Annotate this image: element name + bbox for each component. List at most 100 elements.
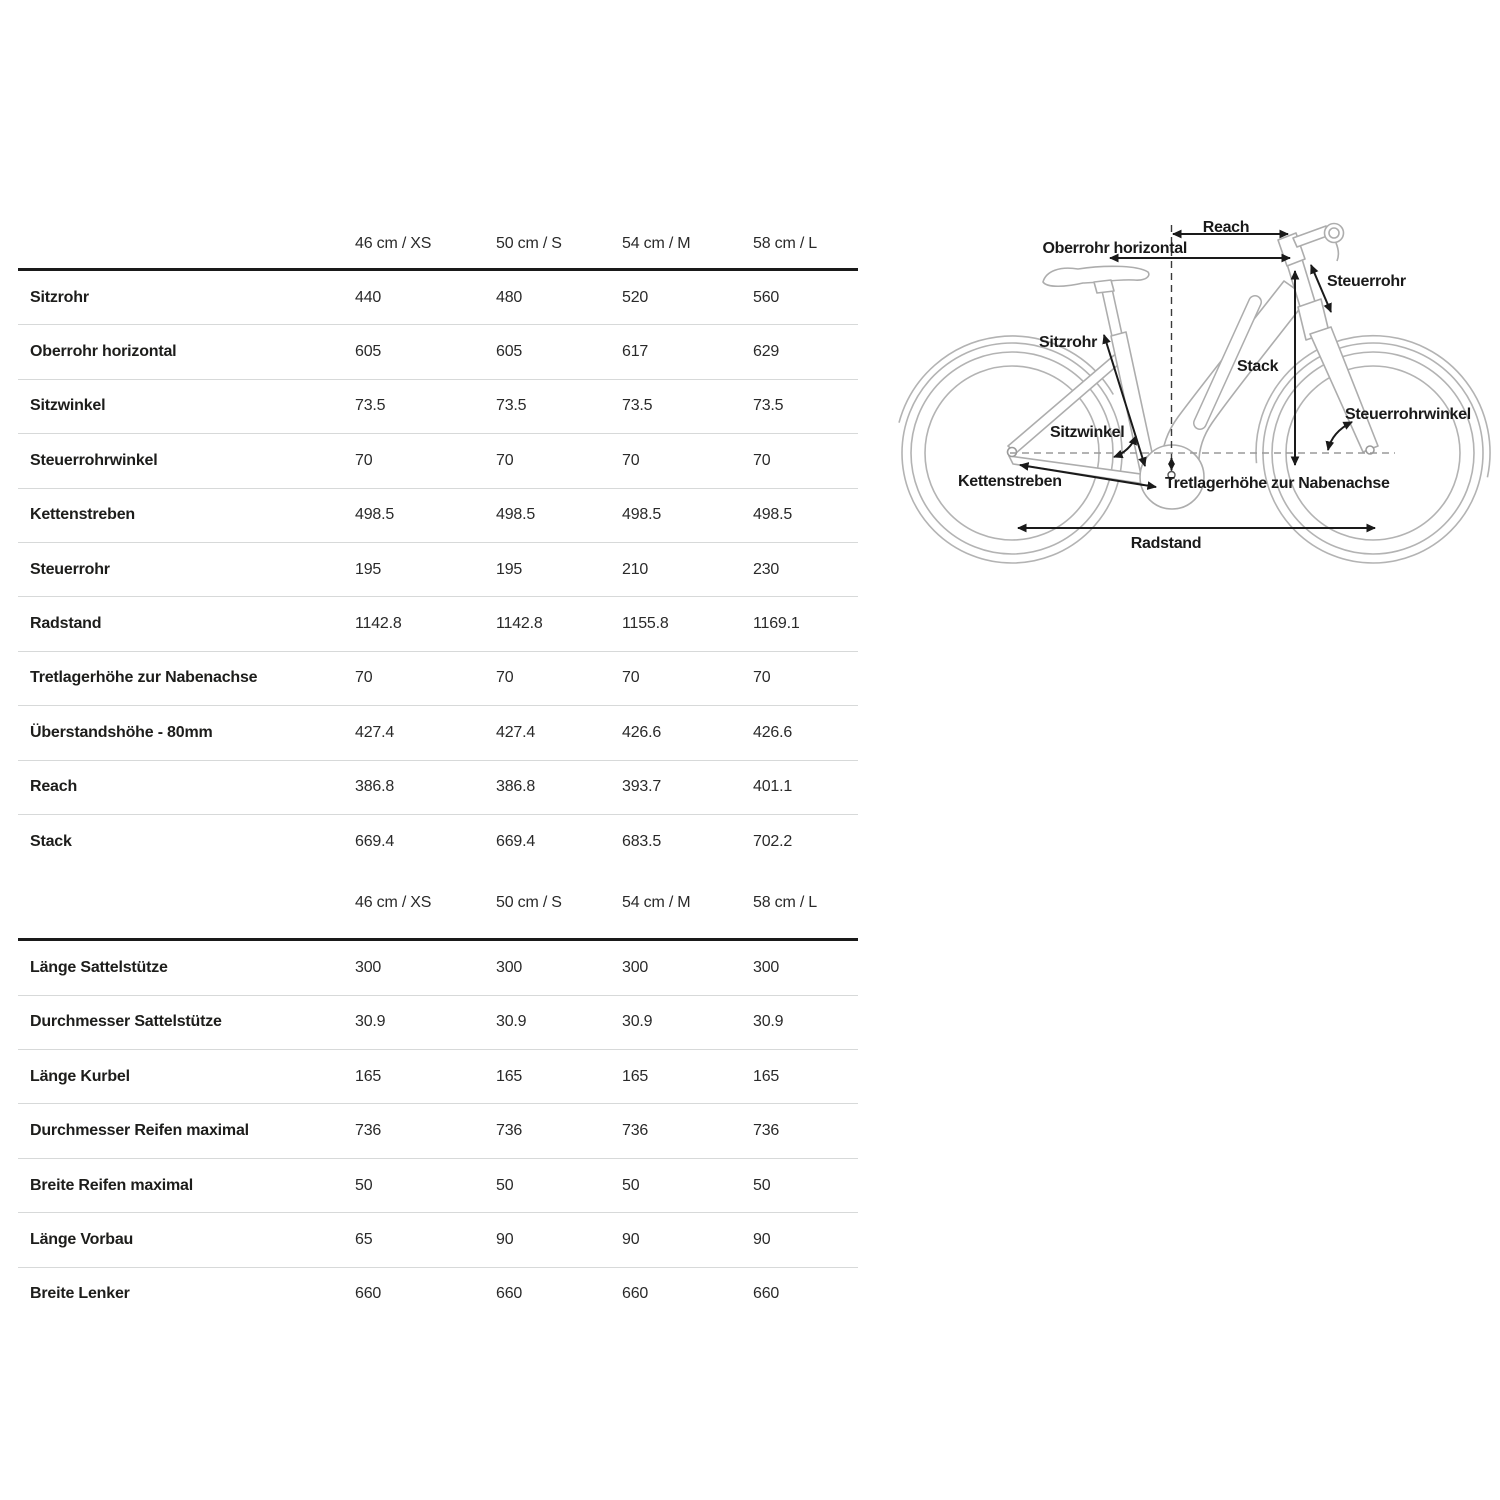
row-value: 386.8: [496, 778, 536, 796]
table-row: Stack 669.4 669.4 683.5 702.2: [18, 815, 858, 868]
row-value: 736: [622, 1122, 649, 1140]
row-value: 736: [753, 1122, 780, 1140]
row-value: 660: [355, 1285, 382, 1303]
table-row: Steuerrohr 195 195 210 230: [18, 543, 858, 598]
size-header-row: 46 cm / XS 50 cm / S 54 cm / M 58 cm / L: [18, 220, 858, 271]
row-value: 300: [355, 958, 382, 976]
stack-label: Stack: [1237, 358, 1279, 375]
row-value: 73.5: [496, 397, 527, 415]
bottom-bracket-mark: [1167, 470, 1176, 480]
row-value: 629: [753, 343, 780, 361]
steuerrohr-arrow: [1310, 264, 1332, 313]
diagram-labels: Reach Oberrohr horizontal Steuerrohr Sit…: [958, 219, 1471, 552]
bike-geometry-diagram: Reach Oberrohr horizontal Steuerrohr Sit…: [898, 219, 1491, 564]
size-header-m: 54 cm / M: [622, 894, 691, 912]
row-value: 30.9: [753, 1013, 784, 1031]
sitzrohr-arrow: [1102, 334, 1147, 467]
row-value: 660: [622, 1285, 649, 1303]
row-value: 427.4: [355, 723, 395, 741]
row-value: 1169.1: [753, 615, 800, 633]
sitzwinkel-arc-arrow: [1113, 435, 1137, 459]
table-row: Sitzwinkel 73.5 73.5 73.5 73.5: [18, 380, 858, 435]
row-label: Steuerrohr: [30, 560, 110, 578]
row-value: 165: [496, 1067, 523, 1085]
row-value: 605: [496, 343, 523, 361]
row-value: 736: [496, 1122, 523, 1140]
row-value: 210: [622, 560, 649, 578]
table-row: Durchmesser Sattelstütze 30.9 30.9 30.9 …: [18, 996, 858, 1051]
row-label: Länge Vorbau: [30, 1230, 134, 1248]
row-value: 230: [753, 560, 780, 578]
row-value: 50: [622, 1176, 640, 1194]
row-label: Kettenstreben: [30, 506, 135, 524]
row-value: 70: [622, 669, 640, 687]
row-label: Überstandshöhe - 80mm: [30, 723, 213, 741]
row-label: Reach: [30, 778, 78, 796]
row-value: 440: [355, 288, 382, 306]
row-value: 702.2: [753, 832, 793, 850]
row-value: 90: [622, 1230, 640, 1248]
row-value: 683.5: [622, 832, 662, 850]
size-header-row-2: 46 cm / XS 50 cm / S 54 cm / M 58 cm / L: [18, 868, 858, 942]
saddle-clamp: [1093, 279, 1115, 294]
size-header-xs: 46 cm / XS: [355, 235, 432, 252]
front-fender: [1255, 334, 1491, 478]
rear-fender: [898, 335, 1114, 423]
row-value: 300: [753, 958, 780, 976]
steuerrohrwinkel-arc-arrow: [1325, 421, 1353, 451]
row-value: 300: [622, 958, 649, 976]
radstand-label: Radstand: [1131, 535, 1202, 552]
row-value: 195: [496, 560, 523, 578]
tretlagerhoehe-label: Tretlagerhöhe zur Nabenachse: [1165, 475, 1390, 492]
table-row: Breite Lenker 660 660 660 660: [18, 1268, 858, 1321]
row-label: Sitzrohr: [30, 288, 89, 306]
size-header-xs: 46 cm / XS: [355, 894, 432, 912]
row-value: 50: [355, 1176, 373, 1194]
size-header-s: 50 cm / S: [496, 235, 562, 252]
row-value: 165: [355, 1067, 382, 1085]
table-row: Tretlagerhöhe zur Nabenachse 70 70 70 70: [18, 652, 858, 707]
table-row: Überstandshöhe - 80mm 427.4 427.4 426.6 …: [18, 706, 858, 761]
kettenstreben-arrow: [1019, 462, 1157, 490]
row-value: 90: [496, 1230, 514, 1248]
row-value: 165: [622, 1067, 649, 1085]
size-header-m: 54 cm / M: [622, 235, 691, 252]
table-row: Oberrohr horizontal 605 605 617 629: [18, 325, 858, 380]
row-value: 70: [355, 451, 373, 469]
row-value: 165: [753, 1067, 780, 1085]
row-value: 73.5: [355, 397, 386, 415]
row-label: Länge Sattelstütze: [30, 958, 168, 976]
row-value: 669.4: [496, 832, 536, 850]
row-value: 70: [496, 451, 514, 469]
row-value: 669.4: [355, 832, 395, 850]
row-value: 300: [496, 958, 523, 976]
row-label: Tretlagerhöhe zur Nabenachse: [30, 669, 258, 687]
row-value: 30.9: [355, 1013, 386, 1031]
row-value: 70: [355, 669, 373, 687]
row-value: 560: [753, 288, 780, 306]
table-row: Breite Reifen maximal 50 50 50 50: [18, 1159, 858, 1214]
row-value: 70: [753, 451, 771, 469]
kettenstreben-label: Kettenstreben: [958, 473, 1062, 490]
front-dropout: [1365, 445, 1375, 455]
fork-leg: [1309, 326, 1379, 453]
steuerrohr-label: Steuerrohr: [1327, 273, 1406, 290]
table-row: Durchmesser Reifen maximal 736 736 736 7…: [18, 1104, 858, 1159]
row-value: 90: [753, 1230, 771, 1248]
table-row: Länge Vorbau 65 90 90 90: [18, 1213, 858, 1268]
row-value: 660: [496, 1285, 523, 1303]
row-value: 498.5: [753, 506, 793, 524]
rear-dropout: [1006, 446, 1018, 458]
table-row: Steuerrohrwinkel 70 70 70 70: [18, 434, 858, 489]
table-row: Länge Kurbel 165 165 165 165: [18, 1050, 858, 1105]
row-value: 426.6: [753, 723, 793, 741]
sitzwinkel-label: Sitzwinkel: [1050, 424, 1124, 441]
table-row: Reach 386.8 386.8 393.7 401.1: [18, 761, 858, 815]
row-value: 1155.8: [622, 615, 669, 633]
row-value: 520: [622, 288, 649, 306]
row-value: 73.5: [753, 397, 784, 415]
row-label: Stack: [30, 832, 72, 850]
row-label: Durchmesser Reifen maximal: [30, 1122, 249, 1140]
row-value: 426.6: [622, 723, 662, 741]
